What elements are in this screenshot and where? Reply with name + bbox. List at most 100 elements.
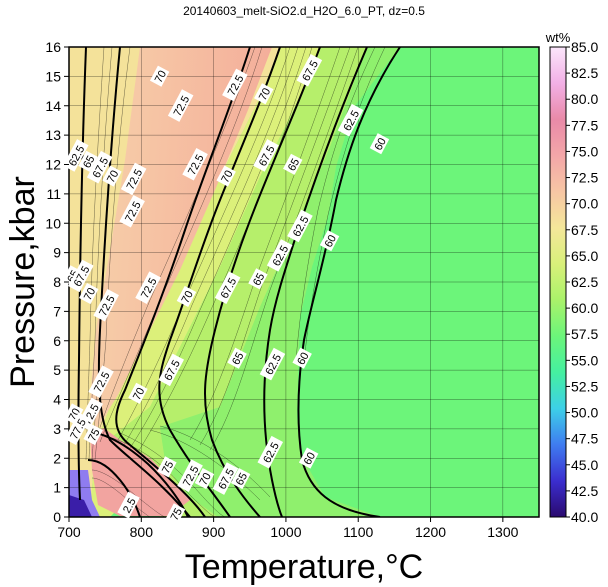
chart-title: 20140603_melt-SiO2.d_H2O_6.0_PT, dz=0.5 [183, 4, 425, 18]
y-tick-label: 7 [53, 303, 61, 319]
colorbar-tick-label: 77.5 [571, 117, 598, 133]
y-tick-label: 6 [53, 333, 61, 349]
field-lowest-corner [69, 495, 92, 517]
svg-text:70: 70 [131, 386, 147, 402]
colorbar-tick-label: 65.0 [571, 248, 598, 264]
contour-label: 75 [83, 424, 103, 446]
y-tick-label: 3 [53, 421, 61, 437]
y-tick-label: 12 [45, 157, 61, 173]
y-tick-label: 11 [46, 186, 61, 202]
y-axis-label: Pressure,kbar [4, 176, 42, 388]
contour-label: 70 [254, 83, 274, 105]
colorbar-tick-label: 45.0 [571, 457, 598, 473]
svg-text:60: 60 [302, 451, 318, 467]
colorbar-tick-label: 62.5 [571, 274, 598, 290]
colorbar-bar [549, 46, 567, 518]
svg-text:65: 65 [286, 157, 302, 173]
contour-label: 60 [298, 447, 319, 469]
x-tick-label: 800 [130, 524, 154, 540]
colorbar-tick-label: 57.5 [571, 326, 598, 342]
y-tick-label: 9 [53, 245, 61, 261]
contour-75 [91, 431, 189, 517]
y-tick-label: 8 [53, 274, 61, 290]
contour-label: 65 [227, 347, 247, 369]
y-tick-label: 15 [45, 68, 61, 84]
colorbar-tick-label: 67.5 [571, 222, 598, 238]
contour-label: 70 [128, 382, 148, 404]
svg-text:60: 60 [295, 351, 311, 367]
colorbar-ticks: 40.0 42.5 45.0 47.5 50.0 52.5 55.0 57.5 60.0 62.5… [566, 39, 598, 525]
contour-label: 70 [79, 283, 99, 305]
contour-70-west [77, 47, 87, 501]
contour-70 [115, 47, 251, 517]
y-tick-label: 1 [53, 480, 61, 496]
colorbar-tick-label: 82.5 [571, 65, 598, 81]
svg-text:70: 70 [219, 169, 235, 185]
colorbar-tick-label: 75.0 [571, 143, 598, 159]
contour-label: 70 [149, 65, 170, 87]
y-tick-label: 10 [45, 215, 61, 231]
field-75-lobe [90, 428, 190, 516]
contour-77-5 [87, 459, 141, 517]
colorbar-tick-label: 47.5 [571, 431, 598, 447]
colorbar-tick-label: 50.0 [571, 405, 598, 421]
svg-text:65: 65 [234, 471, 250, 487]
field-73 [90, 47, 272, 430]
colorbar-unit: wt% [545, 30, 571, 45]
colorbar-tick-label: 52.5 [571, 378, 598, 394]
major-contours [77, 47, 401, 517]
contour-label: 75 [165, 503, 186, 525]
svg-text:65: 65 [251, 271, 267, 287]
y-tick-label: 14 [45, 98, 61, 114]
svg-text:75: 75 [160, 459, 176, 475]
contour-60 [297, 47, 401, 517]
contour-67-5 [158, 47, 281, 517]
x-tick-label: 900 [202, 524, 226, 540]
svg-text:70: 70 [153, 69, 169, 85]
x-axis: 700 800 900 1000 1100 1200 1300 [57, 517, 519, 540]
contour-72-5 [97, 47, 191, 517]
colorbar-tick-label: 72.5 [571, 170, 598, 186]
svg-text:70: 70 [82, 286, 98, 302]
contour-label: 75 [157, 456, 177, 478]
colorbar-tick-label: 70.0 [571, 196, 598, 212]
contour-label: 70 [216, 165, 236, 187]
y-tick-label: 5 [53, 362, 61, 378]
svg-text:70: 70 [257, 86, 273, 102]
x-tick-label: 700 [57, 524, 81, 540]
y-tick-label: 13 [45, 127, 61, 143]
colorbar-tick-label: 80.0 [571, 91, 598, 107]
contour-label: 65 [283, 153, 303, 175]
svg-text:65: 65 [230, 351, 246, 367]
colorbar-tick-label: 60.0 [571, 300, 598, 316]
colorbar: wt% 40.0 42.5 45.0 47.5 50.0 52.5 55.0 57.5 60.0… [545, 30, 599, 525]
svg-text:60: 60 [323, 233, 339, 249]
contour-label: 70 [102, 165, 122, 187]
contour-label: 70 [194, 468, 215, 490]
x-tick-label: 1000 [270, 524, 301, 540]
y-tick-label: 4 [53, 392, 61, 408]
contour-62-5 [263, 47, 368, 517]
svg-text:70: 70 [180, 289, 196, 305]
y-tick-label: 16 [45, 39, 61, 55]
colorbar-tick-label: 40.0 [571, 509, 598, 525]
contour-label: 65 [248, 268, 268, 290]
colorbar-tick-label: 55.0 [571, 352, 598, 368]
colorbar-tick-label: 42.5 [571, 483, 598, 499]
y-tick-label: 2 [53, 450, 61, 466]
contour-label: 65 [230, 468, 251, 490]
y-tick-label: 0 [53, 509, 61, 525]
svg-text:70: 70 [198, 471, 214, 487]
contour-65 [204, 47, 321, 517]
x-tick-label: 1200 [415, 524, 446, 540]
svg-text:60: 60 [373, 136, 389, 152]
x-axis-label: Temperature,°C [185, 548, 423, 586]
colorbar-tick-label: 85.0 [571, 39, 598, 55]
x-tick-label: 1100 [343, 524, 373, 540]
svg-text:75: 75 [169, 506, 185, 522]
plot-area [69, 47, 539, 517]
grid [69, 47, 539, 517]
contour-label: 60 [292, 347, 312, 369]
